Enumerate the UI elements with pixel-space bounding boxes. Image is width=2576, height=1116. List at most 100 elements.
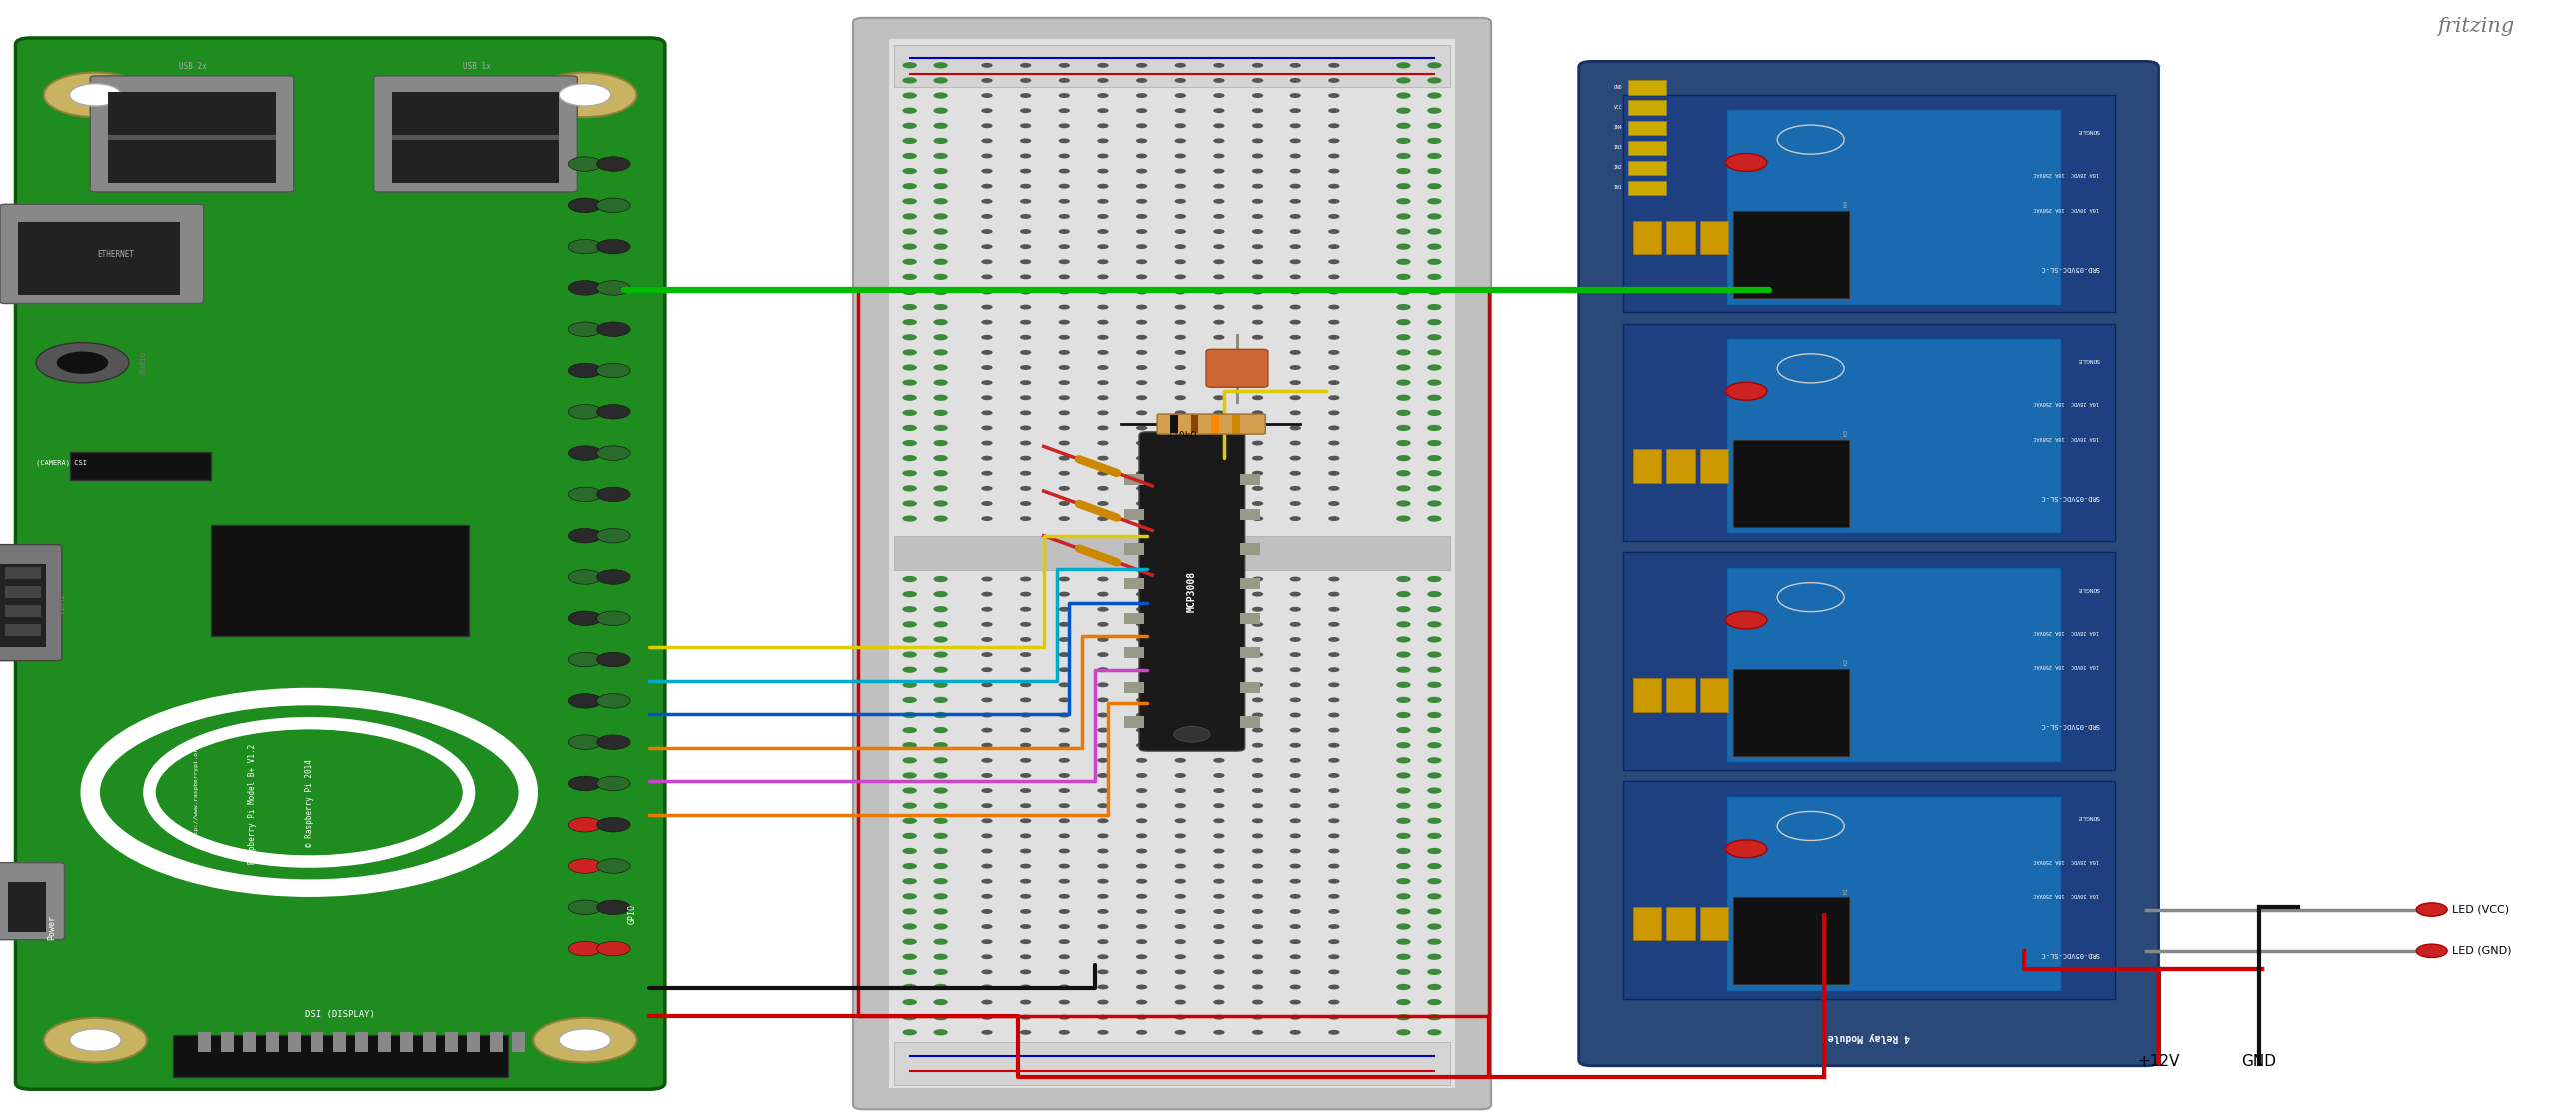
Bar [392, 92, 559, 183]
Circle shape [1396, 727, 1412, 733]
Circle shape [1396, 712, 1412, 718]
Text: ETHERNET: ETHERNET [98, 250, 134, 259]
Circle shape [1329, 78, 1340, 83]
Circle shape [981, 305, 992, 309]
Bar [1123, 509, 1144, 520]
Circle shape [1396, 455, 1412, 461]
Circle shape [981, 184, 992, 189]
Circle shape [1252, 259, 1262, 264]
Circle shape [933, 334, 948, 340]
Circle shape [1726, 154, 1767, 172]
Circle shape [1213, 804, 1224, 808]
Circle shape [981, 455, 992, 461]
Circle shape [981, 712, 992, 718]
Bar [1123, 716, 1144, 728]
Circle shape [595, 899, 629, 915]
Bar [0, 564, 46, 647]
Circle shape [1252, 622, 1262, 627]
Circle shape [1427, 969, 1443, 975]
Circle shape [1427, 213, 1443, 220]
Circle shape [1329, 940, 1340, 944]
Circle shape [1252, 305, 1262, 309]
Bar [1700, 221, 1728, 254]
Circle shape [108, 705, 510, 879]
Circle shape [933, 213, 948, 220]
Circle shape [1291, 894, 1301, 898]
Circle shape [1427, 334, 1443, 340]
Circle shape [1020, 773, 1030, 778]
Circle shape [1396, 410, 1412, 416]
Circle shape [1059, 591, 1069, 597]
Circle shape [1252, 878, 1262, 884]
Text: USB 1x: USB 1x [464, 62, 489, 71]
Circle shape [1020, 984, 1030, 990]
Text: 10A 30VDC  10A 250VAC: 10A 30VDC 10A 250VAC [2035, 663, 2099, 668]
Circle shape [1175, 455, 1185, 461]
Circle shape [1291, 108, 1301, 113]
Circle shape [1427, 183, 1443, 190]
Circle shape [902, 954, 917, 960]
Circle shape [1291, 471, 1301, 475]
Circle shape [1329, 365, 1340, 371]
Circle shape [1136, 471, 1146, 475]
Circle shape [595, 363, 629, 377]
Circle shape [567, 528, 600, 542]
Circle shape [1020, 758, 1030, 763]
Bar [1170, 415, 1177, 433]
Circle shape [1329, 607, 1340, 612]
Circle shape [1291, 591, 1301, 597]
Circle shape [1329, 381, 1340, 385]
Circle shape [981, 1000, 992, 1004]
Circle shape [902, 802, 917, 809]
Circle shape [1329, 1000, 1340, 1004]
Circle shape [1252, 728, 1262, 732]
Circle shape [1020, 214, 1030, 219]
Text: © Raspberry Pi 2014: © Raspberry Pi 2014 [304, 760, 314, 847]
Circle shape [1059, 381, 1069, 385]
Circle shape [1252, 1030, 1262, 1035]
Circle shape [1097, 335, 1108, 339]
Circle shape [902, 259, 917, 264]
Circle shape [1175, 818, 1185, 824]
Circle shape [1213, 62, 1224, 68]
Circle shape [1291, 516, 1301, 521]
Bar [1667, 679, 1695, 712]
Circle shape [902, 772, 917, 779]
Circle shape [1396, 908, 1412, 914]
Circle shape [1059, 1014, 1069, 1020]
Circle shape [567, 199, 600, 213]
Circle shape [902, 591, 917, 597]
Circle shape [902, 893, 917, 899]
Circle shape [1252, 138, 1262, 143]
Circle shape [595, 445, 629, 460]
Circle shape [1396, 243, 1412, 250]
Circle shape [981, 381, 992, 385]
Circle shape [1175, 441, 1185, 445]
Circle shape [1020, 259, 1030, 264]
Circle shape [1252, 425, 1262, 431]
Circle shape [1020, 123, 1030, 128]
Circle shape [902, 908, 917, 914]
Circle shape [902, 123, 917, 128]
Text: Audio: Audio [139, 352, 147, 374]
Circle shape [1427, 984, 1443, 990]
Circle shape [1252, 652, 1262, 657]
Circle shape [1020, 93, 1030, 98]
Bar [173, 1035, 507, 1077]
Circle shape [70, 1029, 121, 1051]
Circle shape [1252, 864, 1262, 868]
Circle shape [1097, 637, 1108, 642]
Circle shape [36, 343, 129, 383]
FancyBboxPatch shape [1579, 61, 2159, 1066]
Bar [1628, 121, 1667, 135]
Circle shape [1291, 682, 1301, 687]
Circle shape [1291, 365, 1301, 371]
Circle shape [981, 319, 992, 325]
Circle shape [1396, 440, 1412, 446]
Circle shape [1213, 577, 1224, 581]
Bar [894, 536, 1450, 569]
Circle shape [1396, 1029, 1412, 1036]
Circle shape [1291, 154, 1301, 158]
Circle shape [1252, 123, 1262, 128]
Circle shape [1329, 984, 1340, 990]
